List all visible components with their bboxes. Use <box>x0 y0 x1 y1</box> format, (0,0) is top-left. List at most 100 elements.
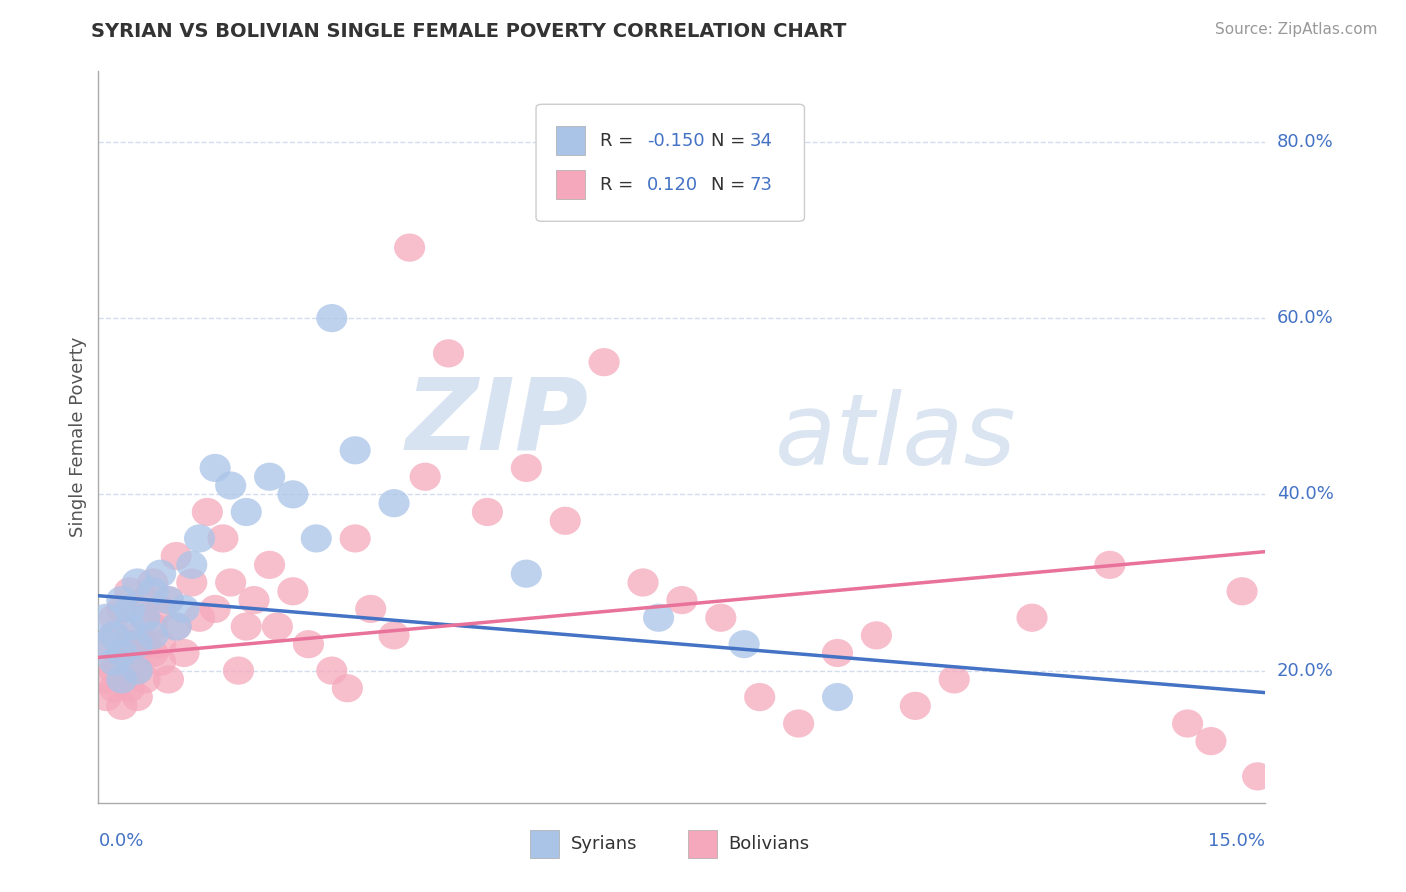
Ellipse shape <box>107 639 138 667</box>
Text: 73: 73 <box>749 176 772 194</box>
Ellipse shape <box>316 304 347 332</box>
Ellipse shape <box>823 639 853 667</box>
Ellipse shape <box>433 339 464 368</box>
Ellipse shape <box>145 595 176 623</box>
Ellipse shape <box>107 595 138 623</box>
Ellipse shape <box>107 586 138 615</box>
Text: 80.0%: 80.0% <box>1277 133 1334 151</box>
Ellipse shape <box>114 613 145 640</box>
Ellipse shape <box>138 577 169 606</box>
Ellipse shape <box>138 568 169 597</box>
Ellipse shape <box>160 542 191 570</box>
Text: N =: N = <box>711 132 751 150</box>
Ellipse shape <box>1226 577 1257 606</box>
Ellipse shape <box>107 692 138 720</box>
Ellipse shape <box>207 524 239 552</box>
Ellipse shape <box>409 463 440 491</box>
Ellipse shape <box>254 550 285 579</box>
Ellipse shape <box>262 613 292 640</box>
Ellipse shape <box>122 683 153 711</box>
Text: Bolivians: Bolivians <box>728 835 810 853</box>
Ellipse shape <box>90 604 122 632</box>
Ellipse shape <box>215 472 246 500</box>
Ellipse shape <box>107 639 138 667</box>
Ellipse shape <box>1195 727 1226 756</box>
Ellipse shape <box>224 657 254 685</box>
Ellipse shape <box>301 524 332 552</box>
Ellipse shape <box>184 524 215 552</box>
Ellipse shape <box>1241 763 1274 790</box>
Ellipse shape <box>90 639 122 667</box>
Ellipse shape <box>356 595 387 623</box>
Text: Syrians: Syrians <box>571 835 637 853</box>
Bar <box>555 126 585 155</box>
Text: 34: 34 <box>749 132 772 150</box>
Ellipse shape <box>122 657 153 685</box>
Ellipse shape <box>472 498 503 526</box>
Ellipse shape <box>138 621 169 649</box>
Ellipse shape <box>98 621 129 649</box>
Ellipse shape <box>98 621 129 649</box>
Ellipse shape <box>129 630 160 658</box>
Ellipse shape <box>145 559 176 588</box>
Ellipse shape <box>90 683 122 711</box>
Ellipse shape <box>277 577 308 606</box>
Ellipse shape <box>114 577 145 606</box>
Ellipse shape <box>153 586 184 615</box>
Ellipse shape <box>200 595 231 623</box>
Ellipse shape <box>98 604 129 632</box>
Ellipse shape <box>107 665 138 693</box>
Ellipse shape <box>138 613 169 640</box>
Bar <box>688 830 717 858</box>
Ellipse shape <box>340 524 371 552</box>
Ellipse shape <box>176 550 207 579</box>
Ellipse shape <box>823 683 853 711</box>
Ellipse shape <box>316 657 347 685</box>
Ellipse shape <box>378 489 409 517</box>
Ellipse shape <box>145 630 176 658</box>
Text: Source: ZipAtlas.com: Source: ZipAtlas.com <box>1215 22 1378 37</box>
Ellipse shape <box>129 665 160 693</box>
Ellipse shape <box>114 595 145 623</box>
Ellipse shape <box>169 639 200 667</box>
Text: 40.0%: 40.0% <box>1277 485 1334 503</box>
Ellipse shape <box>98 657 129 685</box>
Ellipse shape <box>292 630 323 658</box>
Ellipse shape <box>90 630 122 658</box>
Ellipse shape <box>1173 709 1204 738</box>
Y-axis label: Single Female Poverty: Single Female Poverty <box>69 337 87 537</box>
Ellipse shape <box>394 234 425 261</box>
Ellipse shape <box>98 674 129 702</box>
Ellipse shape <box>107 665 138 693</box>
Ellipse shape <box>783 709 814 738</box>
Ellipse shape <box>184 604 215 632</box>
Ellipse shape <box>1094 550 1125 579</box>
Ellipse shape <box>169 595 200 623</box>
Ellipse shape <box>145 648 176 676</box>
Ellipse shape <box>114 674 145 702</box>
Ellipse shape <box>122 657 153 685</box>
Ellipse shape <box>122 568 153 597</box>
Ellipse shape <box>666 586 697 615</box>
Ellipse shape <box>643 604 673 632</box>
Ellipse shape <box>340 436 371 465</box>
Ellipse shape <box>160 613 191 640</box>
Text: N =: N = <box>711 176 751 194</box>
Ellipse shape <box>332 674 363 702</box>
Text: R =: R = <box>600 132 640 150</box>
Ellipse shape <box>728 630 759 658</box>
Ellipse shape <box>138 639 169 667</box>
Text: SYRIAN VS BOLIVIAN SINGLE FEMALE POVERTY CORRELATION CHART: SYRIAN VS BOLIVIAN SINGLE FEMALE POVERTY… <box>91 22 846 41</box>
Ellipse shape <box>900 692 931 720</box>
Ellipse shape <box>176 568 207 597</box>
Ellipse shape <box>860 621 891 649</box>
Text: atlas: atlas <box>775 389 1017 485</box>
Ellipse shape <box>1017 604 1047 632</box>
Ellipse shape <box>627 568 658 597</box>
Ellipse shape <box>129 604 160 632</box>
Ellipse shape <box>98 648 129 676</box>
Ellipse shape <box>231 613 262 640</box>
Ellipse shape <box>706 604 737 632</box>
Ellipse shape <box>744 683 775 711</box>
Ellipse shape <box>122 621 153 649</box>
